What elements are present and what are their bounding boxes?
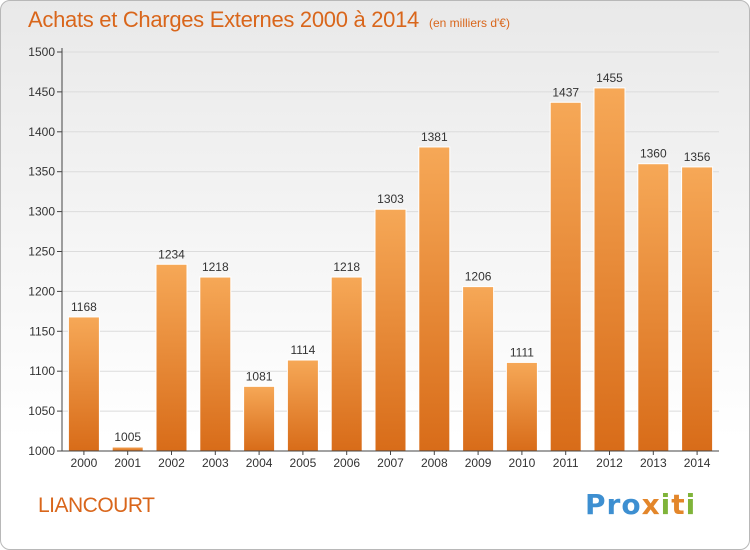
x-tick-label: 2007 bbox=[377, 456, 404, 470]
y-tick-label: 1350 bbox=[28, 165, 55, 179]
bar-value-label: 1360 bbox=[640, 147, 667, 161]
bar-2000 bbox=[67, 316, 100, 452]
y-tick-label: 1000 bbox=[28, 444, 55, 458]
y-tick-label: 1050 bbox=[28, 404, 55, 418]
bar-value-label: 1356 bbox=[684, 150, 711, 164]
bar-2012 bbox=[593, 87, 626, 452]
bar-2002 bbox=[155, 263, 188, 452]
bar-2001 bbox=[111, 446, 144, 452]
bar-2006 bbox=[330, 276, 363, 452]
axes bbox=[57, 48, 719, 455]
bar-2005 bbox=[286, 359, 319, 452]
x-tick-label: 2013 bbox=[640, 456, 667, 470]
bar-2014 bbox=[681, 166, 714, 452]
proxiti-logo: Proxiti bbox=[585, 488, 697, 521]
bar-2013 bbox=[637, 163, 670, 452]
x-tick-label: 2000 bbox=[71, 456, 98, 470]
bar-value-label: 1381 bbox=[421, 130, 448, 144]
bar-2008 bbox=[418, 146, 451, 452]
bar-value-label: 1437 bbox=[552, 85, 579, 99]
bar-2003 bbox=[199, 276, 232, 452]
x-tick-label: 2005 bbox=[290, 456, 317, 470]
x-tick-label: 2009 bbox=[465, 456, 492, 470]
x-tick-label: 2004 bbox=[246, 456, 273, 470]
bar-value-label: 1081 bbox=[246, 369, 273, 383]
labels: 1000 1050 1100 1150 1200 1250 1300 1350 1400 1450… bbox=[28, 45, 710, 470]
x-tick-label: 2011 bbox=[553, 456, 579, 470]
bar-2007 bbox=[374, 208, 407, 452]
x-tick-label: 2002 bbox=[158, 456, 185, 470]
bars bbox=[67, 87, 714, 452]
y-tick-label: 1150 bbox=[29, 324, 55, 338]
chart-subtitle: (en milliers d'€) bbox=[428, 16, 510, 30]
bar-value-label: 1455 bbox=[596, 71, 623, 85]
y-tick-label: 1100 bbox=[29, 364, 55, 378]
y-tick-label: 1500 bbox=[28, 45, 55, 59]
x-tick-label: 2006 bbox=[333, 456, 360, 470]
bar-value-label: 1234 bbox=[158, 247, 185, 261]
bar-value-label: 1206 bbox=[465, 270, 492, 284]
x-tick-label: 2014 bbox=[684, 456, 711, 470]
y-tick-label: 1200 bbox=[28, 284, 55, 298]
chart-title: Achats et Charges Externes 2000 à 2014 (e… bbox=[28, 7, 510, 33]
bar-value-label: 1114 bbox=[290, 343, 315, 357]
bar-value-label: 1218 bbox=[202, 260, 229, 274]
bar-2011 bbox=[549, 101, 582, 452]
x-tick-label: 2001 bbox=[114, 456, 141, 470]
bar-value-label: 1218 bbox=[333, 260, 360, 274]
chart-title-text: Achats et Charges Externes 2000 à 2014 bbox=[28, 7, 419, 32]
bar-value-label: 1303 bbox=[377, 192, 404, 206]
bar-2004 bbox=[243, 385, 276, 452]
y-tick-label: 1250 bbox=[28, 245, 55, 259]
x-tick-label: 2010 bbox=[509, 456, 536, 470]
y-tick-label: 1450 bbox=[28, 85, 55, 99]
bar-value-label: 1168 bbox=[71, 300, 97, 314]
x-tick-label: 2012 bbox=[596, 456, 623, 470]
commune-name: LIANCOURT bbox=[38, 494, 155, 517]
x-tick-label: 2008 bbox=[421, 456, 448, 470]
y-tick-label: 1300 bbox=[28, 205, 55, 219]
bar-2010 bbox=[505, 361, 538, 452]
y-tick-label: 1400 bbox=[28, 125, 55, 139]
bar-2009 bbox=[462, 286, 495, 452]
x-tick-label: 2003 bbox=[202, 456, 229, 470]
bar-value-label: 1111 bbox=[510, 345, 534, 359]
bar-value-label: 1005 bbox=[114, 430, 141, 444]
